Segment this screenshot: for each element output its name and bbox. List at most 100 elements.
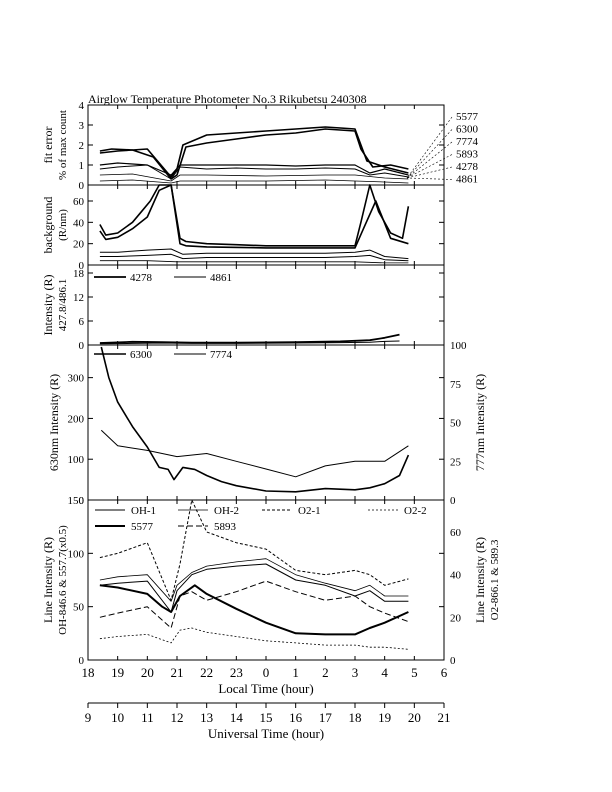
fit_error-frame [87,104,445,186]
intensity_6300_7774-legend-label: 7774 [210,349,233,361]
fit_error-side-label: 4278 [456,161,479,173]
line_intensity-series-OH-1 [99,563,409,613]
line_intensity-series-5577 [99,584,409,636]
figure-title: Airglow Temperature Photometer No.3 Riku… [88,92,367,106]
intensity_6300_7774-ytick-right-label: 25 [450,456,462,468]
line_intensity-ytick-label: 0 [79,655,85,667]
line_intensity-ytick-right-label: 60 [450,527,462,539]
intensity_4278_4861-ytick-label: 0 [79,340,85,352]
intensity_6300_7774-ytick-label: 300 [68,373,85,385]
fit_error-series-4861 [99,179,409,184]
background-series-6300 [99,184,409,249]
fit_error-ylabel2: % of max count [57,110,69,180]
intensity_6300_7774-frame [87,344,445,501]
fit_error-side-label: 7774 [456,136,479,148]
intensity_4278_4861-series-4861 [99,340,400,345]
line_intensity-legend-label: 5893 [214,521,237,533]
fit_error-ytick-label: 0 [79,180,85,192]
line_intensity-series-OH-2 [99,558,409,602]
local-time-tick-label: 0 [263,665,270,680]
fit_error-ylabel: fit error [41,127,55,164]
fit_error-side-label: 6300 [456,124,479,136]
background-ylabel: background [41,197,55,254]
intensity_6300_7774-ytick-label: 100 [68,454,85,466]
background-series-7774 [99,248,409,260]
universal-time-tick-label: 17 [319,710,333,725]
fit_error-series-7774 [99,164,409,180]
line_intensity-ytick-label: 100 [68,548,85,560]
line_intensity-series-O2-2 [99,627,409,650]
line_intensity-ytick-label: 50 [73,602,85,614]
line_intensity-ytick-right-label: 0 [450,655,456,667]
intensity_4278_4861-ylabel2: 427.8/486.1 [57,279,69,332]
intensity_6300_7774-ylabel-right: 777nm Intensity (R) [473,374,487,471]
intensity_4278_4861-ylabel: Intensity (R) [41,275,55,336]
universal-time-tick-label: 11 [141,710,154,725]
intensity_6300_7774-ytick-label: 0 [79,495,85,507]
intensity_6300_7774-ytick-right-label: 75 [450,379,462,391]
background-ytick-label: 40 [73,217,85,229]
background-series-4278 [99,260,409,264]
local-time-tick-label: 23 [230,665,243,680]
line_intensity-ylabel2: OH-846.6 & 557.7(x0.5) [57,525,69,635]
background-ylabel2: (R/nm) [57,209,69,241]
line_intensity-legend-label: 5577 [131,521,154,533]
line_intensity-legend-label: O2-2 [404,505,427,517]
universal-time-tick-label: 19 [378,710,391,725]
intensity_6300_7774-legend-label: 6300 [130,349,153,361]
universal-time-tick-label: 9 [85,710,92,725]
universal-time-tick-label: 21 [438,710,451,725]
local-time-tick-label: 19 [111,665,124,680]
line_intensity-ytick-right-label: 20 [450,612,462,624]
intensity_4278_4861-legend-label: 4278 [130,272,153,284]
fit_error-side-leader [406,116,453,179]
universal-time-tick-label: 18 [349,710,362,725]
fit_error-ytick-label: 4 [79,100,85,112]
fit_error-ytick-label: 1 [79,160,85,172]
line_intensity-ylabel: Line Intensity (R) [41,537,55,623]
universal-time-tick-label: 10 [111,710,124,725]
background-series-5577 [99,184,410,247]
universal-time-tick-label: 16 [289,710,303,725]
fit_error-ytick-label: 2 [79,140,85,152]
background-ytick-label: 0 [79,260,85,272]
intensity_4278_4861-ytick-label: 6 [79,316,85,328]
fit_error-side-leader [406,154,453,179]
fit_error-series-5893 [99,162,409,176]
intensity_6300_7774-ytick-right-label: 100 [450,340,467,352]
line_intensity-ylabel-right2: O2-866.1 & 589.3 [489,539,501,620]
local-time-tick-label: 18 [82,665,95,680]
line_intensity-series-5893 [99,580,409,629]
line_intensity-ytick-label: 150 [68,495,85,507]
fit_error-side-leader [406,177,453,180]
local-time-tick-label: 2 [322,665,329,680]
universal-time-tick-label: 12 [171,710,184,725]
fit_error-side-label: 4861 [456,174,478,186]
local-time-tick-label: 4 [381,665,388,680]
local-time-tick-label: 3 [352,665,359,680]
universal-time-axis-label: Universal Time (hour) [208,726,324,741]
fit_error-series-4278 [99,173,409,182]
universal-time-tick-label: 14 [230,710,244,725]
intensity_6300_7774-ytick-right-label: 50 [450,418,462,430]
fit_error-side-label: 5577 [456,111,479,123]
fit_error-ytick-label: 3 [79,120,85,132]
intensity_6300_7774-ylabel: 630nm Intensity (R) [47,374,61,471]
line_intensity-legend-label: O2-1 [298,505,321,517]
local-time-axis-label: Local Time (hour) [218,681,313,696]
background-ytick-label: 20 [73,239,85,251]
background-ytick-label: 60 [73,196,85,208]
intensity_6300_7774-series-6300 [100,346,410,493]
local-time-tick-label: 6 [441,665,448,680]
intensity_6300_7774-ytick-right-label: 0 [450,495,456,507]
intensity_4278_4861-ytick-label: 12 [73,292,84,304]
background-series-5893 [99,253,409,262]
fit_error-side-leader [406,141,453,179]
intensity_4278_4861-series-4278 [99,333,400,344]
line_intensity-ytick-right-label: 40 [450,570,462,582]
intensity_6300_7774-ytick-label: 200 [68,413,85,425]
fit_error-side-label: 5893 [456,149,479,161]
line_intensity-ylabel-right: Line Intensity (R) [473,537,487,623]
